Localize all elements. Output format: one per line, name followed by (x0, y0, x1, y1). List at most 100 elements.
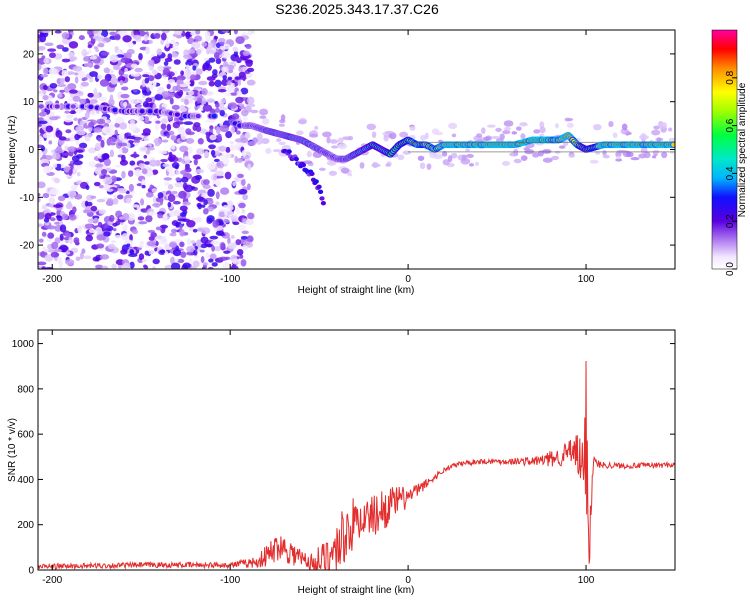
halo-speckle (328, 170, 338, 176)
spectrogram-x-axis: -200 -100 0 100 (42, 30, 595, 285)
noise-speckle (42, 95, 49, 101)
noise-speckle (192, 260, 200, 268)
noise-speckle (81, 77, 86, 82)
noise-speckle (196, 148, 205, 155)
noise-speckle (57, 195, 66, 202)
noise-speckle (232, 46, 239, 52)
x-tick-label: -100 (220, 575, 240, 586)
halo-speckle (602, 154, 610, 159)
spectrogram-x-label: Height of straight line (km) (298, 285, 415, 296)
noise-speckle (205, 252, 210, 259)
noise-speckle (220, 243, 226, 251)
x-tick-label: -200 (42, 274, 62, 285)
noise-speckle (188, 227, 194, 232)
noise-speckle (138, 221, 148, 225)
ridge-blob (671, 142, 675, 147)
noise-speckle (215, 191, 220, 200)
noise-speckle (203, 262, 209, 266)
noise-speckle (69, 110, 77, 115)
noise-speckle (229, 141, 235, 145)
noise-speckle (64, 76, 71, 83)
noise-speckle (114, 122, 121, 128)
y-tick-label: 200 (17, 520, 34, 531)
noise-speckle (247, 96, 255, 105)
noise-speckle (109, 31, 117, 36)
halo-speckle (252, 137, 258, 144)
noise-speckle (114, 46, 119, 51)
halo-speckle (503, 126, 512, 131)
noise-speckle (61, 213, 69, 221)
noise-speckle (118, 149, 123, 153)
noise-speckle (179, 205, 188, 212)
noise-speckle (200, 256, 205, 264)
noise-speckle (100, 51, 110, 56)
noise-speckle (217, 86, 227, 91)
noise-speckle (62, 47, 69, 52)
noise-speckle (49, 52, 56, 59)
halo-speckle (259, 108, 269, 116)
noise-speckle (220, 187, 230, 195)
noise-speckle (138, 213, 143, 217)
noise-speckle (93, 181, 101, 187)
noise-speckle (73, 117, 79, 122)
noise-speckle (238, 188, 248, 195)
halo-speckle (495, 127, 502, 132)
halo-speckle (519, 122, 528, 127)
halo-speckle (668, 127, 673, 132)
noise-speckle (122, 262, 131, 269)
noise-speckle (202, 64, 206, 72)
noise-speckle (100, 139, 105, 148)
noise-speckle (68, 89, 78, 94)
halo-speckle (276, 138, 282, 143)
noise-speckle (184, 98, 189, 106)
noise-speckle (167, 79, 176, 85)
colorbar-tick-label: 0.6 (725, 118, 736, 132)
noise-speckle (81, 248, 86, 254)
halo-speckle (447, 155, 453, 163)
noise-speckle (233, 30, 238, 35)
halo-speckle (511, 131, 518, 135)
noise-speckle (209, 253, 217, 260)
noise-speckle (42, 67, 49, 75)
noise-speckle (126, 142, 131, 149)
noise-speckle (115, 116, 125, 124)
noise-speckle (180, 70, 185, 76)
noise-speckle (231, 113, 240, 120)
noise-speckle (138, 146, 148, 153)
noise-speckle (241, 149, 247, 158)
noise-speckle (61, 58, 71, 63)
noise-speckle (94, 142, 102, 151)
noise-speckle (109, 54, 119, 63)
noise-speckle (85, 184, 90, 191)
noise-speckle (242, 73, 247, 82)
branch-blob (293, 156, 299, 162)
noise-speckle (153, 137, 162, 145)
noise-speckle (69, 160, 75, 165)
snr-series-line (38, 361, 675, 570)
noise-speckle (48, 197, 56, 205)
halo-speckle (513, 158, 522, 164)
noise-speckle (210, 149, 216, 156)
noise-speckle (84, 136, 91, 142)
halo-speckle (539, 121, 545, 129)
noise-speckle (94, 65, 100, 69)
noise-speckle (169, 97, 174, 105)
halo-speckle (562, 140, 569, 147)
halo-speckle (502, 129, 511, 135)
noise-speckle (146, 240, 156, 247)
halo-speckle (501, 160, 511, 166)
noise-speckle (65, 71, 75, 75)
noise-speckle (232, 181, 237, 187)
noise-speckle (144, 77, 150, 84)
noise-speckle (54, 147, 63, 154)
noise-speckle (38, 265, 41, 269)
noise-speckle (90, 195, 97, 199)
snr-y-axis: 0 200 400 600 800 1000 (12, 339, 675, 577)
noise-speckle (134, 67, 143, 73)
noise-speckle (194, 35, 203, 42)
noise-speckle (136, 206, 141, 212)
noise-speckle (230, 126, 235, 135)
noise-speckle (174, 164, 179, 170)
noise-speckle (175, 84, 181, 92)
halo-speckle (337, 137, 344, 144)
